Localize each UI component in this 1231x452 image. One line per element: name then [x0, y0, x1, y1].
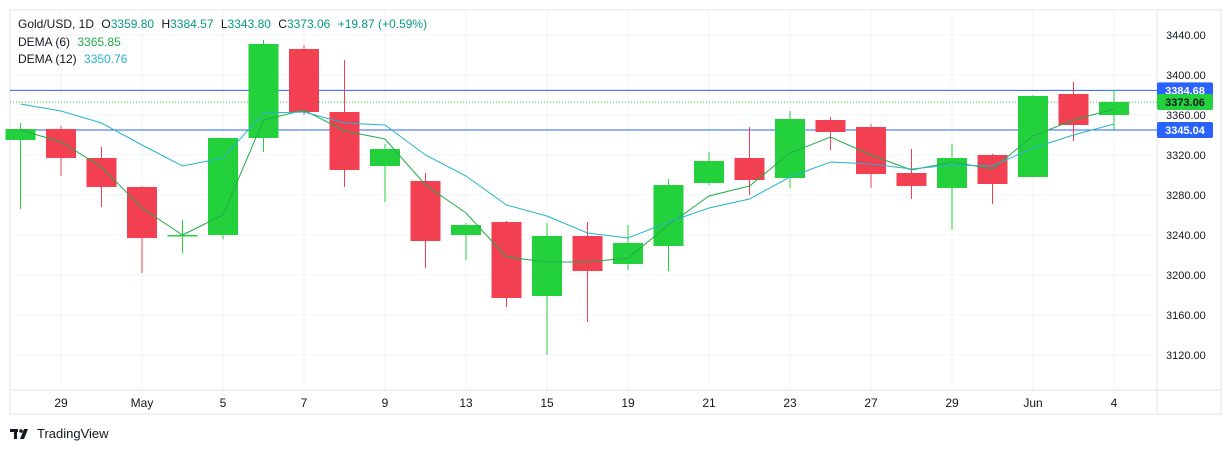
time-axis-tick-label: 15	[540, 396, 554, 410]
time-axis-tick-label: 7	[301, 396, 308, 410]
tradingview-brand[interactable]: TradingView	[10, 426, 109, 441]
candle-body-down[interactable]	[329, 112, 360, 170]
time-axis-tick-label: 9	[382, 396, 389, 410]
candle-body-down[interactable]	[815, 120, 846, 132]
candle-body-down[interactable]	[289, 49, 319, 112]
candle-body-up[interactable]	[5, 129, 36, 140]
ohlc-open: O3359.80	[101, 17, 155, 31]
candle-body-up[interactable]	[775, 119, 805, 178]
candle-body-up[interactable]	[613, 243, 643, 264]
dema12-value: 3350.76	[84, 52, 128, 66]
symbol-label[interactable]: Gold/USD, 1D	[18, 17, 95, 31]
ohlc-high: H3384.57	[161, 17, 214, 31]
candle-body-up[interactable]	[167, 235, 198, 237]
hline-price-label: 3345.04	[1165, 125, 1206, 137]
time-axis-tick-label: 19	[621, 396, 635, 410]
candle-body-up[interactable]	[1099, 102, 1129, 115]
candle-body-down[interactable]	[734, 158, 765, 180]
ohlc-low: L3343.80	[220, 17, 271, 31]
hline-price-label-bg	[1157, 121, 1213, 138]
candle-body-down[interactable]	[86, 158, 117, 187]
candle-body-down[interactable]	[572, 236, 603, 271]
candle-body-up[interactable]	[532, 236, 562, 296]
time-axis-tick-label: 23	[783, 396, 797, 410]
ohlc-legend: Gold/USD, 1D O3359.80 H3384.57 L3343.80 …	[18, 17, 431, 31]
candle-body-up[interactable]	[208, 138, 238, 235]
tradingview-brand-name: TradingView	[37, 426, 109, 441]
candle-body-up[interactable]	[451, 225, 481, 235]
dema12-label: DEMA (12)	[18, 52, 77, 66]
dema12-legend[interactable]: DEMA (12) 3350.76	[18, 52, 131, 66]
price-axis-tick-label: 3320.00	[1166, 150, 1206, 162]
candle-body-down[interactable]	[491, 222, 522, 298]
dema6-legend[interactable]: DEMA (6) 3365.85	[18, 35, 125, 49]
candle-body-down[interactable]	[896, 173, 927, 186]
candle-body-up[interactable]	[248, 44, 279, 138]
dema6-value: 3365.85	[77, 35, 121, 49]
price-axis-tick-label: 3160.00	[1166, 310, 1206, 322]
candle-body-down[interactable]	[46, 129, 76, 158]
dema6-label: DEMA (6)	[18, 35, 71, 49]
candle-body-up[interactable]	[653, 185, 684, 246]
candle-body-down[interactable]	[127, 187, 157, 238]
time-axis-tick-label: Jun	[1023, 396, 1042, 410]
time-axis-tick-label: 13	[459, 396, 473, 410]
price-change: +19.87 (+0.59%)	[337, 17, 428, 31]
price-axis-tick-label: 3120.00	[1166, 350, 1206, 362]
candle-body-down[interactable]	[410, 181, 441, 241]
ohlc-close: C3373.06	[278, 17, 331, 31]
time-axis-tick-label: May	[131, 396, 154, 410]
time-axis-tick-label: 29	[945, 396, 959, 410]
last-price-label-bg	[1157, 93, 1213, 110]
tradingview-logo-icon	[10, 428, 28, 439]
time-axis-tick-label: 4	[1111, 396, 1118, 410]
time-axis-tick-label: 27	[864, 396, 878, 410]
candle-body-up[interactable]	[694, 161, 724, 183]
price-axis-tick-label: 3200.00	[1166, 270, 1206, 282]
candle-body-up[interactable]	[937, 158, 967, 188]
time-axis-tick-label: 29	[54, 396, 68, 410]
time-axis-tick-label: 5	[220, 396, 227, 410]
price-axis-tick-label: 3240.00	[1166, 230, 1206, 242]
price-axis-tick-label: 3280.00	[1166, 190, 1206, 202]
dema12-line[interactable]	[20, 103, 1115, 239]
price-axis-tick-label: 3400.00	[1166, 70, 1206, 82]
price-axis-tick-label: 3360.00	[1166, 110, 1206, 122]
time-axis-tick-label: 21	[702, 396, 716, 410]
last-price-label: 3373.06	[1165, 97, 1205, 109]
candle-body-up[interactable]	[370, 149, 400, 166]
dema6-line[interactable]	[20, 108, 1115, 263]
price-axis-tick-label: 3440.00	[1166, 30, 1206, 42]
chart-frame	[9, 9, 1222, 415]
